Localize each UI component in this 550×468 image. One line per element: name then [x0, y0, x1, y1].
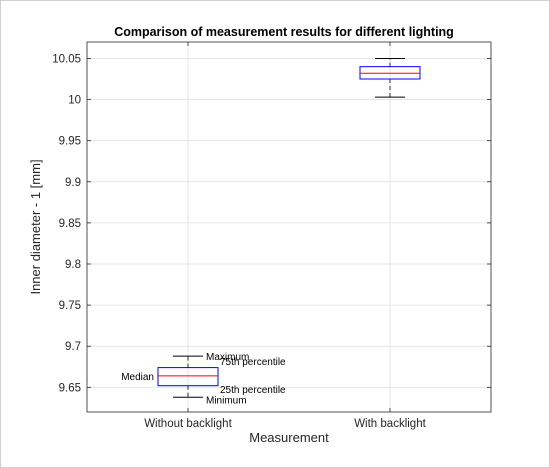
annotation-median: Median	[121, 372, 154, 383]
annotation-75th-percentile: 75th percentile	[220, 357, 286, 368]
y-tick-label: 9.75	[59, 300, 81, 312]
iqr-box	[157, 367, 219, 387]
y-tick-label: 9.85	[59, 218, 81, 230]
y-tick-label: 9.7	[65, 341, 81, 353]
x-tick-labels: Without backlight With backlight	[144, 418, 426, 430]
axes-box	[86, 41, 492, 413]
box-1	[157, 355, 219, 398]
y-tick-label: 10.05	[52, 53, 81, 65]
y-tick-label: 9.9	[65, 177, 81, 189]
y-tick-label: 9.95	[59, 136, 81, 148]
y-tick-label: 10	[68, 95, 81, 107]
x-axis-label: Measurement	[249, 430, 329, 445]
y-tick-labels: 9.65 9.7 9.75 9.8 9.85 9.9 9.95 10 10.05	[52, 53, 81, 394]
boxes-group	[157, 57, 421, 398]
y-tick-label: 9.8	[65, 259, 81, 271]
x-tick-label: With backlight	[354, 418, 426, 430]
annotation-25th-percentile: 25th percentile	[220, 385, 286, 396]
y-tick-label: 9.65	[59, 382, 81, 394]
grid-lines	[87, 42, 491, 412]
x-tick-label: Without backlight	[144, 418, 232, 430]
annotation-maximum: Maximum	[206, 352, 249, 363]
plot-area	[87, 42, 491, 412]
box-2	[359, 57, 421, 98]
chart-title: Comparison of measurement results for di…	[114, 25, 454, 39]
y-axis-label: Inner diameter - 1 [mm]	[28, 159, 43, 294]
annotation-minimum: Minimum	[206, 396, 247, 407]
